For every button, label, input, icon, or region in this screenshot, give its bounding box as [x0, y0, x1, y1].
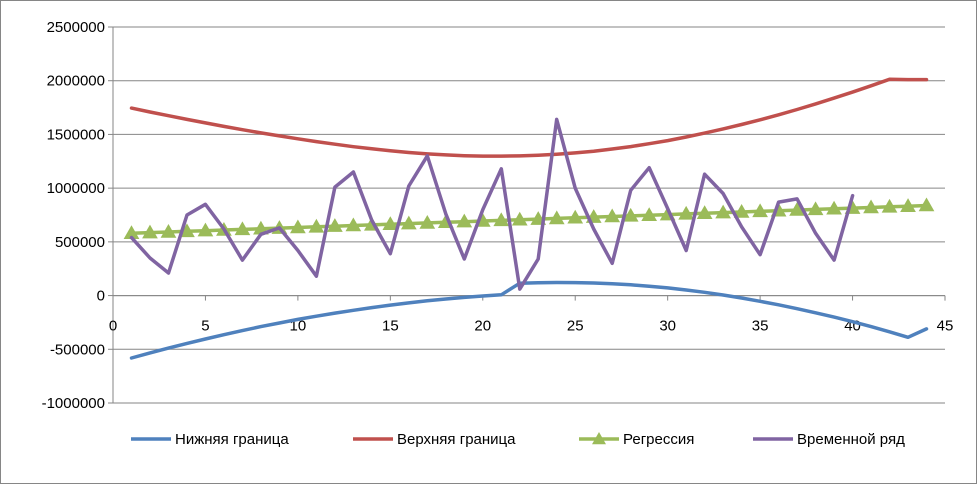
data-point-marker	[511, 211, 528, 226]
data-point-marker	[345, 217, 362, 232]
x-tick-label: 0	[109, 318, 117, 335]
data-point-marker	[382, 216, 399, 230]
legend-item: Временной ряд	[753, 431, 905, 448]
y-tick-label: -500000	[50, 341, 105, 358]
y-tick-label: -1000000	[42, 395, 105, 412]
data-point-marker	[863, 199, 879, 214]
x-tick-label: 35	[752, 318, 769, 335]
data-point-marker	[715, 204, 731, 219]
x-tick-label: 5	[201, 318, 209, 335]
data-point-marker	[548, 210, 565, 225]
x-tick-label: 30	[659, 318, 676, 335]
series-1	[129, 280, 929, 360]
data-point-marker	[308, 218, 325, 233]
x-tick-label: 45	[937, 318, 954, 335]
data-point-marker	[419, 214, 436, 229]
series-line	[129, 77, 929, 158]
data-point-marker	[641, 207, 658, 221]
x-tick-label: 20	[474, 318, 491, 335]
data-point-marker	[234, 221, 251, 236]
legend-label: Нижняя граница	[175, 431, 289, 448]
y-axis-tick-labels: -1000000 -500000 0 500000 1000000 1500000 2000…	[42, 19, 105, 412]
data-point-marker	[881, 198, 898, 213]
data-point-marker	[567, 209, 584, 224]
legend-item: Верхняя граница	[353, 431, 516, 448]
legend-item: Регрессия	[579, 431, 694, 448]
data-point-marker	[789, 202, 805, 216]
data-point-marker	[160, 223, 177, 238]
series-layer	[123, 77, 935, 360]
series-line	[129, 280, 929, 360]
series-line	[129, 117, 855, 291]
data-point-marker	[752, 203, 768, 218]
series-4	[129, 117, 855, 291]
data-point-marker	[327, 218, 343, 232]
data-point-marker	[142, 224, 158, 239]
data-point-marker	[807, 201, 824, 216]
x-tick-label: 15	[382, 318, 399, 335]
y-tick-label: 1000000	[47, 180, 105, 197]
data-point-marker	[290, 219, 306, 234]
data-point-marker	[493, 212, 510, 227]
data-point-marker	[733, 203, 750, 218]
y-tick-label: 0	[97, 288, 105, 305]
series-2	[129, 77, 929, 158]
data-point-marker	[678, 205, 695, 220]
legend-label: Временной ряд	[797, 431, 905, 448]
data-point-marker	[826, 200, 842, 215]
y-tick-label: 500000	[55, 234, 105, 251]
data-point-marker	[918, 197, 935, 212]
y-tick-label: 1500000	[47, 126, 105, 143]
x-tick-label: 25	[567, 318, 584, 335]
y-tick-label: 2000000	[47, 73, 105, 90]
data-point-marker	[696, 205, 713, 220]
data-point-marker	[622, 207, 639, 222]
series-3	[123, 197, 935, 240]
data-point-marker	[197, 222, 214, 237]
data-point-marker	[400, 215, 417, 230]
x-axis-tick-labels: 0 5 10 15 20 25 30 35 40 45	[109, 318, 954, 335]
legend-item: Нижняя граница	[131, 431, 289, 448]
data-point-marker	[604, 208, 621, 223]
y-tick-label: 2500000	[47, 19, 105, 36]
legend-label: Верхняя граница	[397, 431, 516, 448]
data-point-marker	[900, 198, 916, 212]
data-point-marker	[456, 213, 473, 228]
axes	[108, 26, 946, 404]
legend-marker	[592, 432, 606, 445]
legend: Нижняя граница Верхняя граница Регрессия Вр…	[131, 431, 905, 448]
legend-label: Регрессия	[623, 431, 694, 448]
